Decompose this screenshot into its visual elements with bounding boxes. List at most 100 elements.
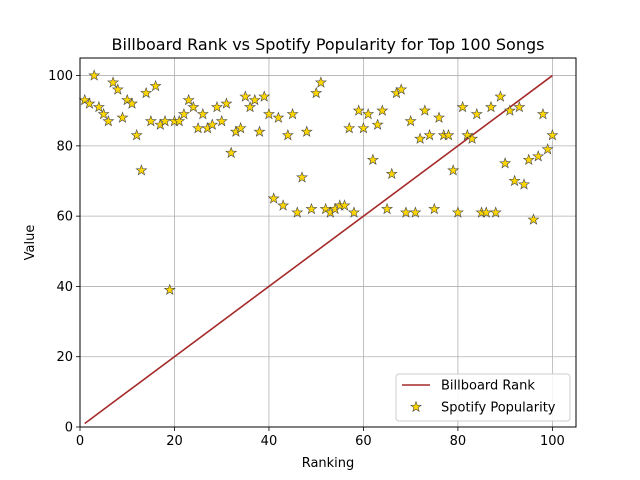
spotify-point	[357, 121, 370, 134]
axis-ticks: 0 20 40 60 80 100 0 20 40 60 80 100	[48, 69, 565, 449]
line-series	[84, 74, 553, 425]
y-tick-label: 0	[65, 421, 73, 436]
x-tick-label: 60	[355, 434, 372, 449]
y-tick-label: 40	[56, 280, 73, 295]
x-axis-label: Ranking	[302, 456, 355, 471]
spotify-point	[149, 79, 162, 92]
spotify-point	[522, 153, 535, 166]
legend-label-billboard: Billboard Rank	[441, 379, 535, 394]
spotify-point	[484, 100, 497, 113]
spotify-point	[442, 129, 455, 141]
spotify-point	[423, 129, 436, 141]
y-tick-label: 60	[56, 210, 73, 225]
spotify-point	[281, 129, 294, 141]
spotify-point	[338, 199, 351, 211]
spotify-point	[140, 86, 153, 99]
scatter-series	[78, 69, 559, 296]
y-tick-label: 80	[56, 139, 73, 154]
spotify-point	[366, 153, 379, 166]
x-tick-label: 0	[76, 434, 84, 449]
spotify-point	[513, 100, 526, 113]
chart-title: Billboard Rank vs Spotify Popularity for…	[112, 35, 545, 54]
spotify-point	[546, 129, 559, 141]
spotify-point	[343, 121, 356, 134]
spotify-point	[418, 104, 431, 116]
spotify-point	[532, 150, 545, 162]
spotify-point	[135, 164, 148, 176]
spotify-point	[451, 206, 464, 218]
y-tick-label: 20	[56, 350, 73, 365]
spotify-point	[456, 100, 469, 113]
spotify-point	[536, 107, 549, 120]
spotify-point	[163, 283, 176, 296]
spotify-point	[286, 107, 299, 120]
spotify-point	[428, 202, 441, 215]
spotify-point	[352, 104, 365, 116]
spotify-point	[371, 118, 384, 130]
spotify-point	[376, 104, 389, 116]
spotify-point	[206, 118, 219, 130]
spotify-point	[291, 206, 304, 218]
spotify-point	[258, 90, 271, 102]
spotify-point	[177, 107, 190, 120]
spotify-point	[272, 111, 285, 123]
legend: Billboard Rank Spotify Popularity	[395, 373, 571, 422]
spotify-point	[116, 111, 129, 123]
spotify-point	[248, 93, 261, 106]
spotify-point	[470, 107, 483, 120]
spotify-point	[220, 97, 233, 109]
spotify-point	[518, 178, 531, 190]
spotify-point	[494, 90, 507, 102]
spotify-point	[144, 114, 157, 127]
spotify-point	[362, 107, 375, 120]
x-tick-label: 100	[540, 434, 565, 449]
spotify-point	[381, 202, 394, 215]
spotify-point	[541, 143, 554, 155]
spotify-point	[262, 107, 275, 120]
legend-star-swatch	[410, 400, 422, 413]
legend-star-marker	[410, 400, 422, 413]
spotify-point	[466, 132, 479, 144]
spotify-point	[508, 174, 521, 187]
spotify-point	[125, 97, 138, 109]
x-tick-label: 40	[261, 434, 278, 449]
spotify-point	[244, 100, 257, 113]
spotify-point	[111, 83, 124, 95]
spotify-point	[83, 97, 96, 109]
spotify-point	[310, 86, 323, 99]
x-tick-label: 20	[166, 434, 183, 449]
spotify-point	[503, 104, 516, 116]
spotify-point	[196, 107, 209, 120]
spotify-point	[433, 111, 445, 123]
spotify-point	[211, 100, 223, 113]
billboard-rank-line	[84, 74, 553, 425]
spotify-point	[173, 114, 186, 127]
spotify-point	[489, 206, 502, 218]
spotify-point	[225, 146, 238, 158]
plot-frame	[79, 57, 577, 428]
spotify-point	[92, 100, 105, 113]
spotify-point	[395, 83, 408, 95]
spotify-point	[97, 107, 110, 120]
spotify-point	[385, 167, 398, 180]
spotify-point	[187, 100, 200, 113]
spotify-point	[102, 114, 115, 127]
spotify-point	[215, 114, 228, 127]
spotify-point	[414, 132, 427, 144]
y-tick-label: 100	[48, 69, 73, 84]
spotify-point	[267, 192, 280, 204]
spotify-point	[404, 114, 417, 127]
spotify-point	[107, 76, 120, 88]
spotify-point	[300, 125, 313, 137]
spotify-point	[234, 121, 247, 134]
spotify-point	[253, 125, 266, 137]
spotify-point	[88, 69, 101, 81]
spotify-point	[277, 199, 290, 211]
legend-box	[395, 373, 571, 422]
spotify-point	[348, 206, 360, 218]
spotify-point	[527, 213, 540, 225]
spotify-point	[182, 93, 195, 106]
spotify-point	[499, 157, 512, 169]
